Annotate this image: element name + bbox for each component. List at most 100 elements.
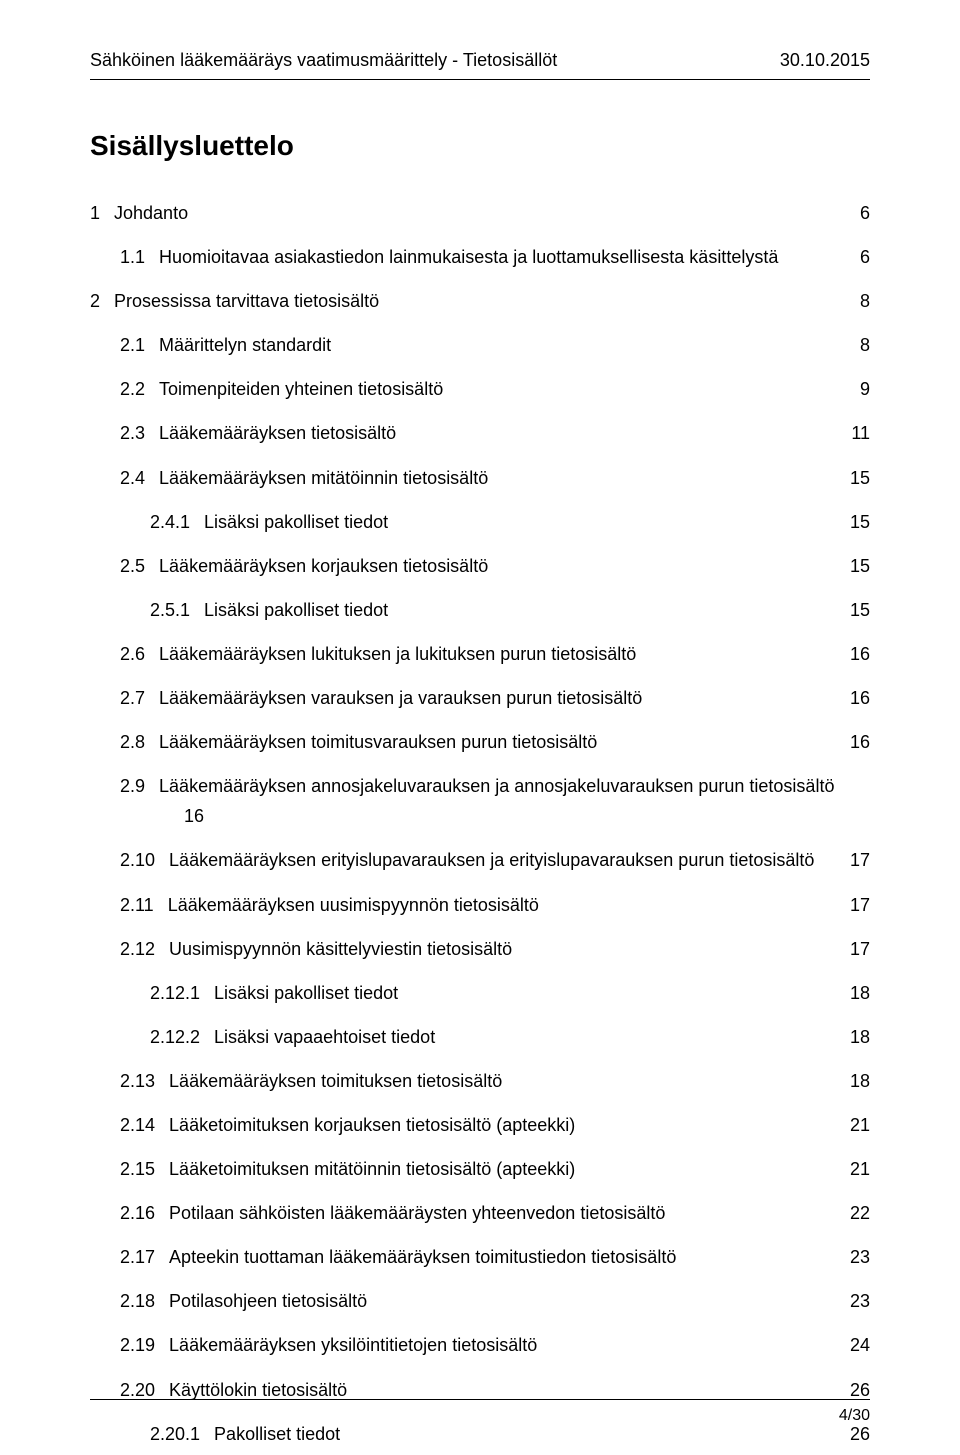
toc-entry-page: 8 xyxy=(840,332,870,358)
toc-entry-title: Potilaan sähköisten lääkemääräysten yhte… xyxy=(169,1200,665,1226)
toc-entry-title: Lisäksi pakolliset tiedot xyxy=(214,980,398,1006)
toc-entry-number: 2.10 xyxy=(120,847,155,873)
toc-entry: 2.18Potilasohjeen tietosisältö23 xyxy=(90,1288,870,1314)
toc-entry-label: 2.12.2Lisäksi vapaaehtoiset tiedot xyxy=(150,1024,435,1050)
toc-entry: 2.12.1 Lisäksi pakolliset tiedot 18 xyxy=(90,980,870,1006)
toc-entry-title: Lääkemääräyksen lukituksen ja lukituksen… xyxy=(159,641,636,667)
toc-entry-label: 2.12 Uusimispyynnön käsittelyviestin tiet… xyxy=(120,936,512,962)
toc-entry-label: 2.16Potilaan sähköisten lääkemääräysten … xyxy=(120,1200,665,1226)
header-date: 30.10.2015 xyxy=(780,50,870,71)
toc-entry-page: 21 xyxy=(830,1156,870,1182)
toc-entry-title: Lääketoimituksen mitätöinnin tietosisält… xyxy=(169,1156,575,1182)
toc-entry-number: 2.8 xyxy=(120,729,145,755)
toc-entry-continuation: 16 xyxy=(90,803,870,829)
toc-entry-title: Toimenpiteiden yhteinen tietosisältö xyxy=(159,376,443,402)
toc-entry-title: Lääketoimituksen korjauksen tietosisältö… xyxy=(169,1112,575,1138)
toc-entry-label: 2.5Lääkemääräyksen korjauksen tietosisäl… xyxy=(120,553,488,579)
toc-entry-number: 2 xyxy=(90,288,100,314)
toc-entry-title: Lisäksi vapaaehtoiset tiedot xyxy=(214,1024,435,1050)
toc-entry: 2.14Lääketoimituksen korjauksen tietosis… xyxy=(90,1112,870,1138)
toc-entry-number: 2.1 xyxy=(120,332,145,358)
toc-entry-number: 2.9 xyxy=(120,773,145,799)
toc-entry-page: 6 xyxy=(840,244,870,270)
document-header: Sähköinen lääkemääräys vaatimusmäärittel… xyxy=(90,50,870,80)
toc-entry-label: 2 Prosessissa tarvittava tietosisältö xyxy=(90,288,379,314)
toc-entry-title: Lääkemääräyksen yksilöintitietojen tieto… xyxy=(169,1332,537,1358)
toc-entry-number: 2.5.1 xyxy=(150,597,190,623)
toc-entry-page: 17 xyxy=(830,847,870,873)
toc-entry-number: 2.4.1 xyxy=(150,509,190,535)
toc-entry-page: 18 xyxy=(830,980,870,1006)
toc-entry: 2.2Toimenpiteiden yhteinen tietosisältö9 xyxy=(90,376,870,402)
toc-entry-number: 2.15 xyxy=(120,1156,155,1182)
toc-entry: 2.4.1Lisäksi pakolliset tiedot15 xyxy=(90,509,870,535)
toc-entry-label: 2.20.1Pakolliset tiedot xyxy=(150,1421,340,1447)
toc-entry-title: Johdanto xyxy=(114,200,188,226)
toc-entry-page: 11 xyxy=(831,420,870,446)
toc-entry-number: 2.7 xyxy=(120,685,145,711)
toc-entry-page: 22 xyxy=(830,1200,870,1226)
toc-entry-title: Lääkemääräyksen uusimispyynnön tietosisä… xyxy=(168,892,539,918)
toc-entry-label: 2.19 Lääkemääräyksen yksilöintitietojen t… xyxy=(120,1332,537,1358)
toc-entry: 2.4Lääkemääräyksen mitätöinnin tietosisä… xyxy=(90,465,870,491)
toc-entry-page: 17 xyxy=(830,936,870,962)
toc-entry-number: 1 xyxy=(90,200,100,226)
footer-divider xyxy=(90,1399,870,1400)
toc-entry-title: Prosessissa tarvittava tietosisältö xyxy=(114,288,379,314)
toc-entry-page: 15 xyxy=(830,465,870,491)
toc-entry: 2.5Lääkemääräyksen korjauksen tietosisäl… xyxy=(90,553,870,579)
toc-entry-title: Lääkemääräyksen toimitusvarauksen purun … xyxy=(159,729,597,755)
toc-entry: 2.9 Lääkemääräyksen annosjakeluvarauksen … xyxy=(90,773,870,799)
toc-entry: 2.16Potilaan sähköisten lääkemääräysten … xyxy=(90,1200,870,1226)
toc-entry-title: Uusimispyynnön käsittelyviestin tietosis… xyxy=(169,936,512,962)
page-title: Sisällysluettelo xyxy=(90,130,870,162)
toc-entry: 2.1Määrittelyn standardit8 xyxy=(90,332,870,358)
header-title: Sähköinen lääkemääräys vaatimusmäärittel… xyxy=(90,50,557,71)
toc-entry: 2.7 Lääkemääräyksen varauksen ja varaukse… xyxy=(90,685,870,711)
toc-entry-number: 1.1 xyxy=(120,244,145,270)
toc-entry: 2.12.2Lisäksi vapaaehtoiset tiedot 18 xyxy=(90,1024,870,1050)
toc-entry-page: 21 xyxy=(830,1112,870,1138)
toc-entry-page: 15 xyxy=(830,553,870,579)
toc-entry-label: 2.11 Lääkemääräyksen uusimispyynnön tieto… xyxy=(120,892,539,918)
toc-entry-page: 17 xyxy=(830,892,870,918)
toc-entry-label: 2.9 Lääkemääräyksen annosjakeluvarauksen … xyxy=(120,773,834,799)
toc-entry-label: 2.4.1Lisäksi pakolliset tiedot xyxy=(150,509,388,535)
toc-entry-title: Potilasohjeen tietosisältö xyxy=(169,1288,367,1314)
toc-entry-label: 2.14Lääketoimituksen korjauksen tietosis… xyxy=(120,1112,575,1138)
toc-entry-number: 2.11 xyxy=(120,892,154,918)
toc-entry-label: 2.4Lääkemääräyksen mitätöinnin tietosisä… xyxy=(120,465,488,491)
toc-entry-number: 2.2 xyxy=(120,376,145,402)
toc-entry: 2.10Lääkemääräyksen erityislupavarauksen… xyxy=(90,847,870,873)
toc-entry-page: 18 xyxy=(830,1024,870,1050)
toc-entry: 2.3Lääkemääräyksen tietosisältö11 xyxy=(90,420,870,446)
toc-entry-title: Lääkemääräyksen korjauksen tietosisältö xyxy=(159,553,488,579)
toc-entry: 2.8 Lääkemääräyksen toimitusvarauksen pur… xyxy=(90,729,870,755)
toc-entry-label: 1 Johdanto xyxy=(90,200,188,226)
toc-entry-label: 2.2 Toimenpiteiden yhteinen tietosisältö xyxy=(120,376,443,402)
toc-entry-title: Lääkemääräyksen mitätöinnin tietosisältö xyxy=(159,465,488,491)
toc-entry: 1Johdanto6 xyxy=(90,200,870,226)
toc-entry-label: 2.17Apteekin tuottaman lääkemääräyksen t… xyxy=(120,1244,676,1270)
toc-entry-label: 2.12.1 Lisäksi pakolliset tiedot xyxy=(150,980,398,1006)
toc-entry-number: 2.17 xyxy=(120,1244,155,1270)
toc-entry-number: 2.12 xyxy=(120,936,155,962)
toc-entry-label: 2.6Lääkemääräyksen lukituksen ja lukituk… xyxy=(120,641,636,667)
toc-entry-label: 2.5.1Lisäksi pakolliset tiedot xyxy=(150,597,388,623)
toc-entry: 2.20.1Pakolliset tiedot26 xyxy=(90,1421,870,1447)
toc-entry-number: 2.19 xyxy=(120,1332,155,1358)
toc-entry-page: 16 xyxy=(830,729,870,755)
toc-entry-page: 15 xyxy=(830,597,870,623)
toc-entry-page xyxy=(850,773,870,799)
toc-entry-number: 2.20.1 xyxy=(150,1421,200,1447)
toc-entry: 1.1Huomioitavaa asiakastiedon lainmukais… xyxy=(90,244,870,270)
toc-entry-number: 2.3 xyxy=(120,420,145,446)
toc-entry-page: 23 xyxy=(830,1288,870,1314)
toc-entry-label: 2.7 Lääkemääräyksen varauksen ja varaukse… xyxy=(120,685,642,711)
toc-entry: 2.17Apteekin tuottaman lääkemääräyksen t… xyxy=(90,1244,870,1270)
toc-entry-title: Lääkemääräyksen varauksen ja varauksen p… xyxy=(159,685,642,711)
toc-entry: 2.19 Lääkemääräyksen yksilöintitietojen t… xyxy=(90,1332,870,1358)
toc-entry-label: 2.10Lääkemääräyksen erityislupavarauksen… xyxy=(120,847,814,873)
toc-entry-number: 2.12.1 xyxy=(150,980,200,1006)
toc-entry-title: Lääkemääräyksen annosjakeluvarauksen ja … xyxy=(159,773,834,799)
